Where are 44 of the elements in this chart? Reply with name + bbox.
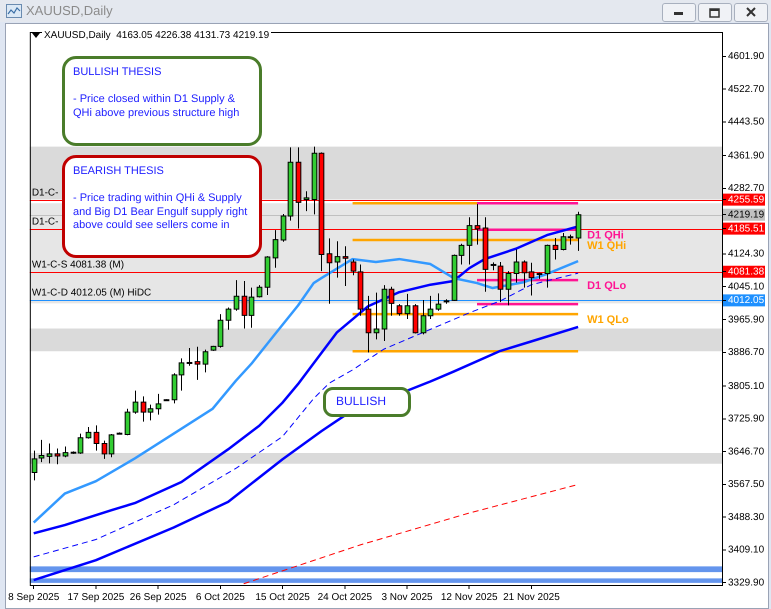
rounded-callout-box: BULLISH THESIS - Price closed within D1 Supply & QHi above previous structure high <box>62 56 262 146</box>
line-series <box>33 272 579 558</box>
x-tick-label: 6 Oct 2025 <box>196 592 246 603</box>
x-tick-label: 26 Sep 2025 <box>130 592 187 603</box>
ref-line-label: D1-C- <box>32 216 58 228</box>
rounded-callout-box: BULLISH <box>323 387 411 417</box>
y-tick-label: 3488.30 <box>728 512 765 523</box>
ref-line-label: W1-C-D 4012.05 (M) HiDC <box>32 287 152 298</box>
x-tick-label: 24 Oct 2025 <box>318 592 372 603</box>
x-tick-label: 21 Nov 2025 <box>503 592 560 603</box>
y-tick-label: 4045.10 <box>728 281 765 292</box>
y-tick-label: 4361.90 <box>728 150 765 162</box>
y-tick-label: 4185.51 <box>728 223 765 234</box>
x-tick-label: 3 Nov 2025 <box>381 592 434 603</box>
y-tick-label: 3805.10 <box>728 380 765 392</box>
x-tick-label: 17 Sep 2025 <box>68 592 125 603</box>
y-tick-label: 4219.19 <box>728 209 765 220</box>
series-label: W1 QHi <box>587 240 626 252</box>
y-tick-label: 3409.10 <box>728 544 765 556</box>
series-label: W1 QLo <box>587 314 629 326</box>
y-tick-label: 4522.70 <box>728 84 765 95</box>
y-tick-label: 4012.05 <box>728 295 765 306</box>
y-tick-label: 4282.70 <box>728 183 765 194</box>
y-tick-label: 3725.90 <box>728 414 765 425</box>
x-tick-label: 15 Oct 2025 <box>255 592 310 603</box>
chart-title: XAUUSD,Daily <box>26 3 113 18</box>
ref-line-label: D1-C- <box>32 187 58 198</box>
y-tick-label: 4601.90 <box>728 51 765 62</box>
y-tick-label: 3567.50 <box>728 479 765 490</box>
rounded-callout-box: BEARISH THESIS - Price trading within QHi & Supply and Big D1 Bear Engulf supply right above could see sellers come in <box>62 155 262 258</box>
y-tick-label: 4081.38 <box>728 266 765 278</box>
y-tick-label: 4443.50 <box>728 116 765 128</box>
y-tick-label: 3965.90 <box>728 314 765 326</box>
y-tick-label: 3886.70 <box>728 347 765 358</box>
y-tick-label: 4255.59 <box>728 194 765 206</box>
x-tick-label: 12 Nov 2025 <box>440 592 498 603</box>
y-tick-label: 3329.90 <box>728 577 765 588</box>
x-tick-label: 8 Sep 2025 <box>8 592 60 603</box>
series-label: D1 QHi <box>587 230 624 242</box>
ref-line-label: W1-C-S 4081.38 (M) <box>32 259 124 270</box>
y-tick-label: 4124.30 <box>728 248 765 260</box>
series-label: D1 QLo <box>587 280 627 292</box>
y-tick-label: 3646.70 <box>728 446 765 458</box>
chart-title: XAUUSD,Daily 4163.05 4226.38 4131.73 4219.19 <box>44 30 270 41</box>
